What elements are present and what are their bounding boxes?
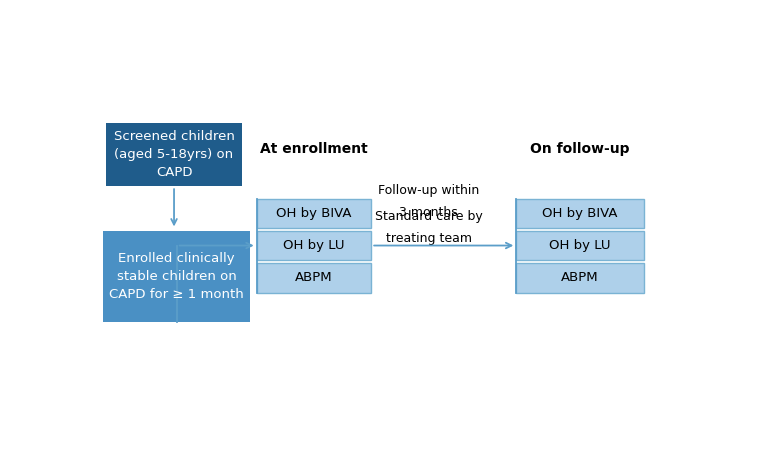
Text: ABPM: ABPM [562,272,599,284]
FancyBboxPatch shape [517,199,644,228]
FancyBboxPatch shape [256,199,372,228]
Text: Follow-up within: Follow-up within [378,184,479,197]
Text: OH by LU: OH by LU [549,239,611,252]
FancyBboxPatch shape [106,123,242,186]
Text: Standard care by: Standard care by [375,210,482,223]
Text: OH by LU: OH by LU [283,239,345,252]
Text: At enrollment: At enrollment [260,142,368,156]
Text: OH by BIVA: OH by BIVA [542,207,618,219]
FancyBboxPatch shape [256,231,372,260]
Text: Enrolled clinically
stable children on
CAPD for ≥ 1 month: Enrolled clinically stable children on C… [109,252,244,301]
Text: ABPM: ABPM [295,272,333,284]
FancyBboxPatch shape [256,263,372,292]
FancyBboxPatch shape [517,263,644,292]
Text: Screened children
(aged 5-18yrs) on
CAPD: Screened children (aged 5-18yrs) on CAPD [114,130,234,179]
Text: 3 months: 3 months [399,206,458,219]
Text: treating team: treating team [385,232,472,246]
Text: On follow-up: On follow-up [530,142,629,156]
Text: OH by BIVA: OH by BIVA [276,207,352,219]
FancyBboxPatch shape [103,231,250,322]
FancyBboxPatch shape [517,231,644,260]
